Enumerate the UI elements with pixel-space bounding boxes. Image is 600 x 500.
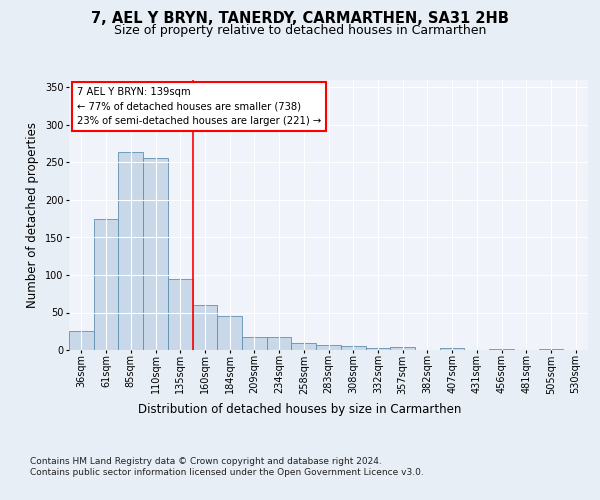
Bar (489, 349, 514, 350)
Bar (365, 348, 390, 350)
Bar (168, 279, 193, 350)
Bar (390, 347, 415, 350)
Text: Size of property relative to detached houses in Carmarthen: Size of property relative to detached ho… (114, 24, 486, 37)
Bar (242, 336, 267, 350)
Bar (341, 346, 365, 350)
Bar (217, 316, 242, 350)
Text: 7, AEL Y BRYN, TANERDY, CARMARTHEN, SA31 2HB: 7, AEL Y BRYN, TANERDY, CARMARTHEN, SA31… (91, 11, 509, 26)
Bar (94, 220, 118, 350)
Text: Distribution of detached houses by size in Carmarthen: Distribution of detached houses by size … (139, 402, 461, 415)
Bar (69, 330, 94, 350)
Bar (292, 343, 316, 350)
Text: Contains HM Land Registry data © Crown copyright and database right 2024.
Contai: Contains HM Land Registry data © Crown c… (30, 458, 424, 477)
Bar (316, 345, 341, 350)
Bar (539, 349, 563, 350)
Text: 7 AEL Y BRYN: 139sqm
← 77% of detached houses are smaller (738)
23% of semi-deta: 7 AEL Y BRYN: 139sqm ← 77% of detached h… (77, 86, 321, 126)
Bar (440, 348, 464, 350)
Bar (143, 158, 168, 350)
Bar (267, 336, 292, 350)
Bar (193, 305, 217, 350)
Bar (118, 152, 143, 350)
Y-axis label: Number of detached properties: Number of detached properties (26, 122, 39, 308)
